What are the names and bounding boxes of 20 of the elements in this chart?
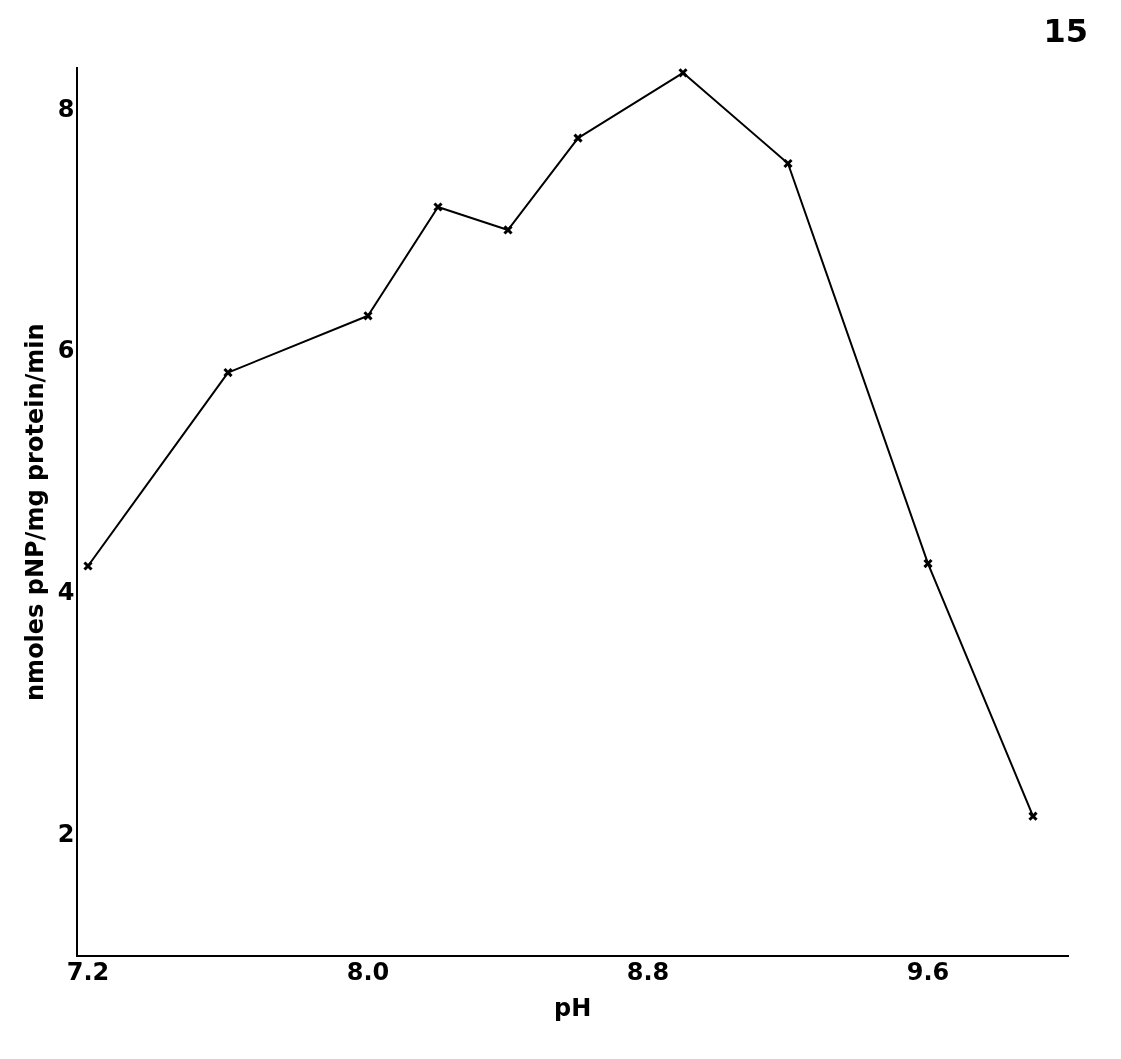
x-tick-label: 8.8	[626, 958, 670, 987]
point	[782, 158, 794, 169]
y-tick-label: 6	[57, 336, 75, 365]
point	[922, 558, 934, 569]
x-axis-title: pH	[554, 993, 592, 1022]
point	[677, 68, 689, 78]
x-tick-label: 8.0	[346, 958, 390, 987]
x-tick-label: 7.2	[66, 958, 110, 987]
point	[432, 201, 444, 213]
y-tick-label: 2	[57, 819, 75, 848]
point	[222, 367, 234, 378]
x-tick-label: 9.6	[906, 958, 950, 987]
point	[1027, 811, 1039, 822]
text: 15	[1043, 12, 1088, 50]
y-tick-label: 8	[57, 94, 75, 123]
y-axis-title: nmoles pNP/mg protein/min	[20, 323, 49, 701]
point	[362, 310, 374, 321]
point	[572, 133, 584, 144]
point	[502, 224, 514, 235]
y-tick-label: 4	[57, 578, 75, 607]
